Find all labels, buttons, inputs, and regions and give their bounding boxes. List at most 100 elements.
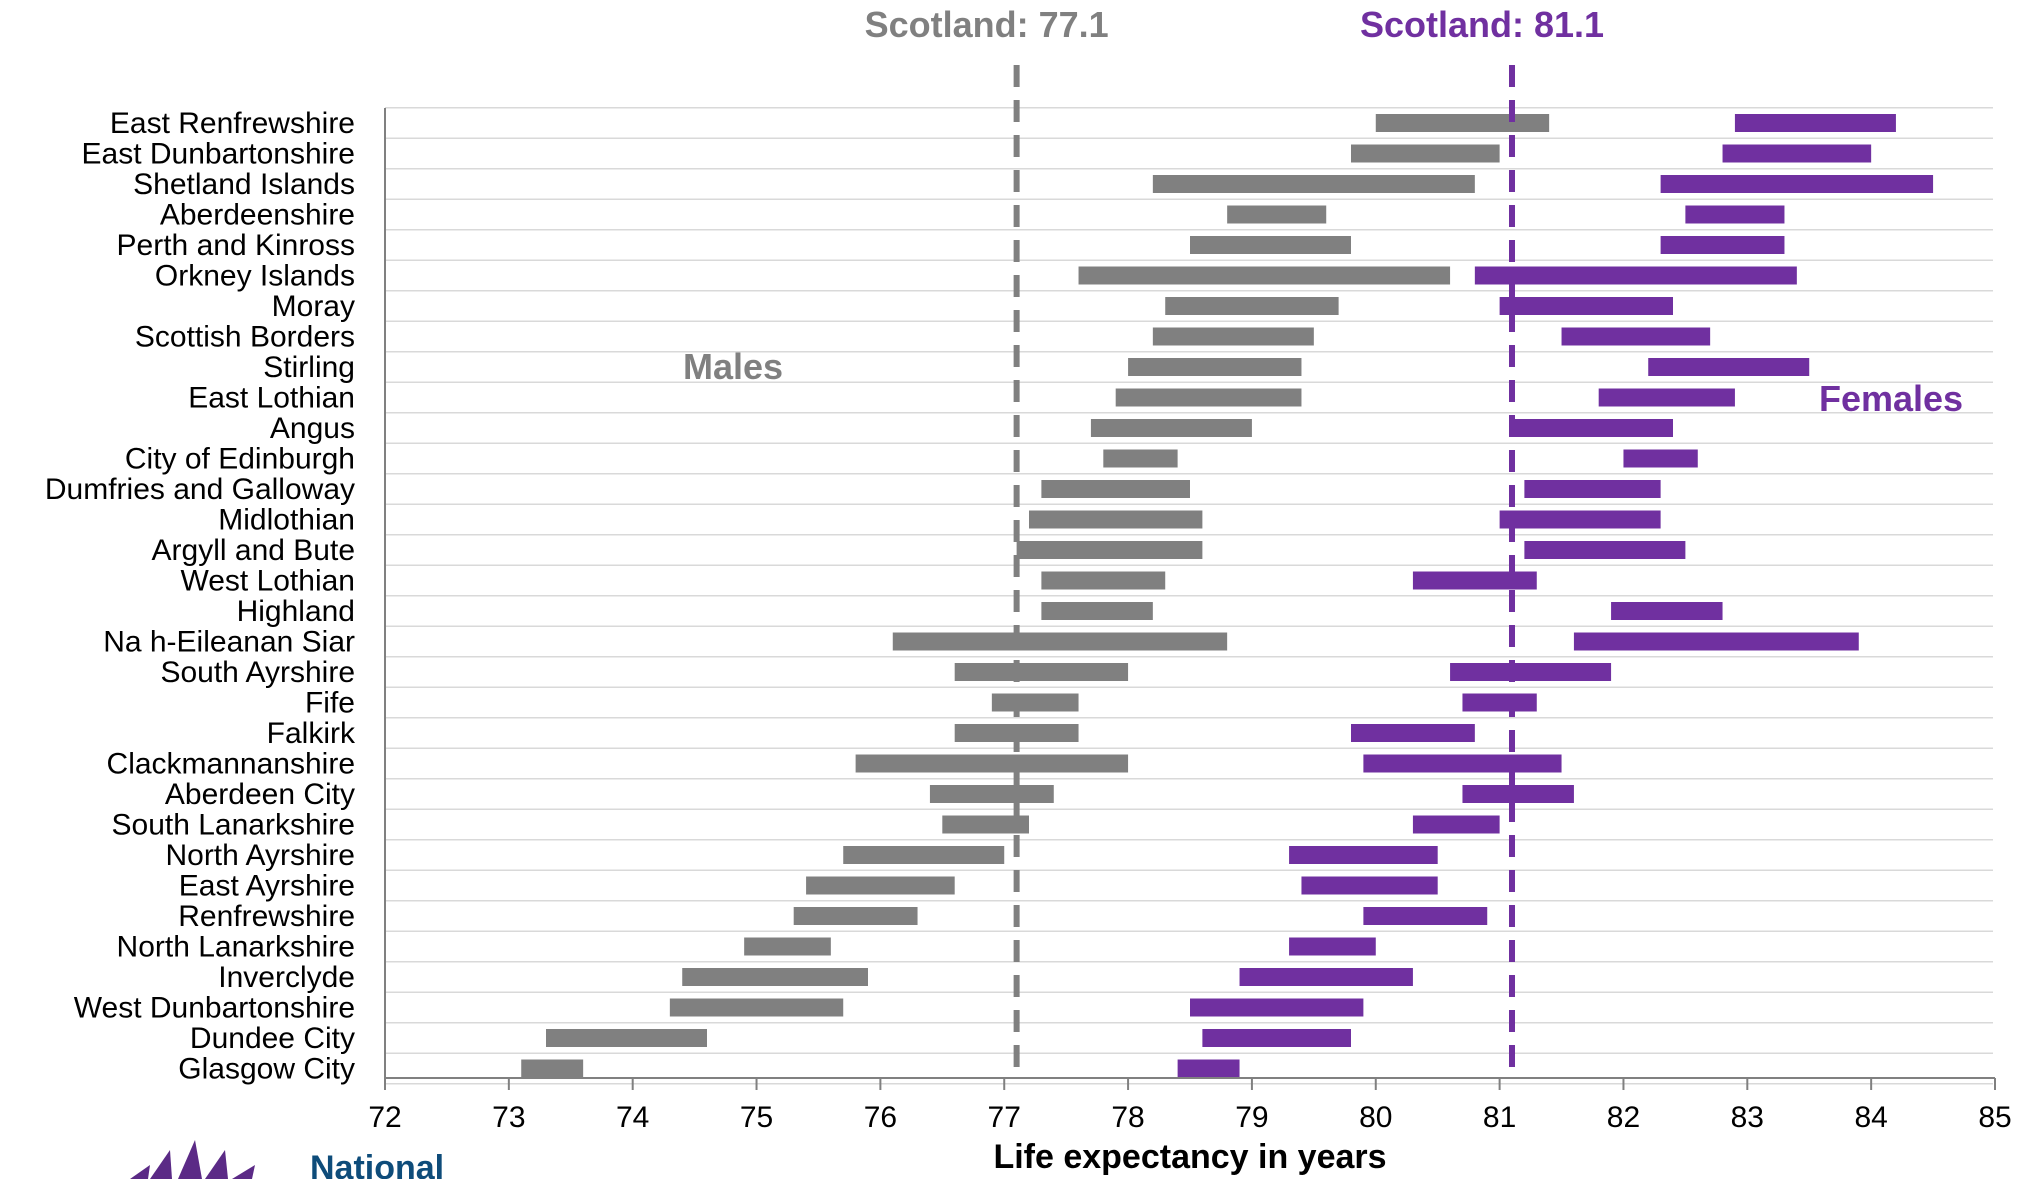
category-label: Renfrewshire: [178, 900, 355, 933]
scotland-reference-label: Scotland: 77.1: [865, 4, 1109, 45]
males-range-bar: [1165, 297, 1339, 315]
thistle-flower-icon: [130, 1140, 255, 1179]
females-range-bar: [1363, 907, 1488, 925]
category-label: Shetland Islands: [133, 168, 355, 201]
category-label: Moray: [272, 290, 355, 323]
category-label: East Dunbartonshire: [82, 138, 356, 171]
category-label: Inverclyde: [218, 961, 355, 994]
males-range-bar: [1078, 266, 1451, 285]
females-range-bar: [1660, 236, 1785, 254]
x-tick-label: 83: [1731, 1101, 1764, 1134]
males-range-bar: [1041, 602, 1153, 620]
category-label: South Lanarkshire: [112, 809, 356, 842]
x-tick-label: 79: [1235, 1101, 1268, 1134]
males-range-bar: [1128, 358, 1302, 376]
males-range-bar: [929, 785, 1054, 803]
category-label: Aberdeen City: [165, 778, 355, 811]
females-series: [1177, 114, 1934, 1078]
females-range-bar: [1524, 480, 1661, 498]
category-label: Aberdeenshire: [160, 199, 355, 232]
category-label: West Dunbartonshire: [74, 992, 355, 1025]
females-range-bar: [1499, 510, 1661, 529]
males-range-bar: [942, 815, 1029, 834]
males-range-bar: [546, 1029, 707, 1047]
males-range-bar: [1041, 571, 1166, 590]
females-range-bar: [1499, 297, 1673, 315]
males-range-bar: [806, 876, 955, 895]
x-tick-label: 74: [616, 1101, 649, 1134]
females-range-bar: [1301, 876, 1438, 895]
males-series: [521, 114, 1550, 1078]
category-row-lines: [385, 107, 1993, 1085]
females-range-bar: [1598, 388, 1735, 407]
females-range-bar: [1412, 571, 1537, 590]
males-range-bar: [954, 663, 1129, 681]
males-range-bar: [991, 693, 1079, 712]
females-range-bar: [1685, 205, 1785, 224]
males-range-bar: [793, 907, 918, 925]
scotland-reference-label: Scotland: 81.1: [1360, 4, 1604, 45]
x-tick-label: 82: [1607, 1101, 1640, 1134]
category-label: Angus: [270, 412, 355, 445]
males-range-bar: [1351, 144, 1500, 163]
males-range-bar: [1090, 419, 1252, 437]
category-label: Dumfries and Galloway: [45, 473, 355, 506]
females-range-bar: [1289, 846, 1438, 864]
x-tick-labels: 72 73 74 75 76 77 78 79 80 81 82 83 84 85: [368, 1101, 2011, 1134]
females-range-bar: [1450, 663, 1612, 681]
males-range-bar: [843, 846, 1005, 864]
category-label: Highland: [237, 595, 355, 628]
females-range-bar: [1474, 266, 1797, 285]
females-range-bar: [1611, 602, 1723, 620]
x-tick-label: 81: [1483, 1101, 1516, 1134]
females-series-label: Females: [1819, 378, 1963, 419]
males-range-bar: [669, 998, 844, 1017]
category-label: North Ayrshire: [165, 839, 355, 872]
x-tick-label: 84: [1854, 1101, 1887, 1134]
logo: National: [130, 1140, 444, 1179]
males-range-bar: [1029, 510, 1203, 529]
category-label: Na h-Eileanan Siar: [103, 626, 355, 659]
females-range-bar: [1512, 419, 1673, 437]
category-label: Falkirk: [267, 717, 356, 750]
logo-text: National: [310, 1149, 444, 1179]
category-label: Midlothian: [218, 504, 355, 537]
females-range-bar: [1177, 1059, 1240, 1078]
reference-lines: Scotland: 77.1 Scotland: 81.1: [865, 4, 1604, 1072]
x-tick-label: 78: [1111, 1101, 1144, 1134]
category-label: Perth and Kinross: [117, 229, 355, 262]
category-label: City of Edinburgh: [125, 443, 355, 476]
males-range-bar: [682, 968, 868, 986]
females-range-bar: [1462, 693, 1537, 712]
category-label: East Renfrewshire: [110, 107, 355, 140]
females-range-bar: [1190, 998, 1364, 1017]
females-range-bar: [1660, 175, 1934, 193]
category-label: Scottish Borders: [135, 321, 355, 354]
females-range-bar: [1734, 114, 1896, 132]
category-label: North Lanarkshire: [117, 931, 355, 964]
males-range-bar: [1103, 449, 1178, 468]
females-range-bar: [1648, 358, 1810, 376]
females-range-bar: [1462, 785, 1574, 803]
males-range-bar: [1016, 541, 1203, 559]
category-label: Fife: [305, 687, 355, 720]
axes: [384, 108, 1996, 1090]
category-label: East Ayrshire: [179, 870, 355, 903]
x-tick-label: 76: [864, 1101, 897, 1134]
females-range-bar: [1412, 815, 1500, 834]
males-range-bar: [1227, 205, 1327, 224]
males-range-bar: [744, 937, 831, 956]
category-label: Glasgow City: [178, 1053, 355, 1086]
females-range-bar: [1573, 632, 1859, 651]
category-label: Stirling: [263, 351, 355, 384]
males-range-bar: [892, 632, 1228, 651]
x-tick-label: 77: [988, 1101, 1021, 1134]
males-range-bar: [521, 1059, 584, 1078]
category-label: Argyll and Bute: [152, 534, 355, 567]
females-range-bar: [1289, 937, 1376, 956]
x-tick-label: 80: [1359, 1101, 1392, 1134]
category-label: Clackmannanshire: [107, 748, 355, 781]
females-range-bar: [1722, 144, 1872, 163]
females-range-bar: [1351, 724, 1475, 742]
